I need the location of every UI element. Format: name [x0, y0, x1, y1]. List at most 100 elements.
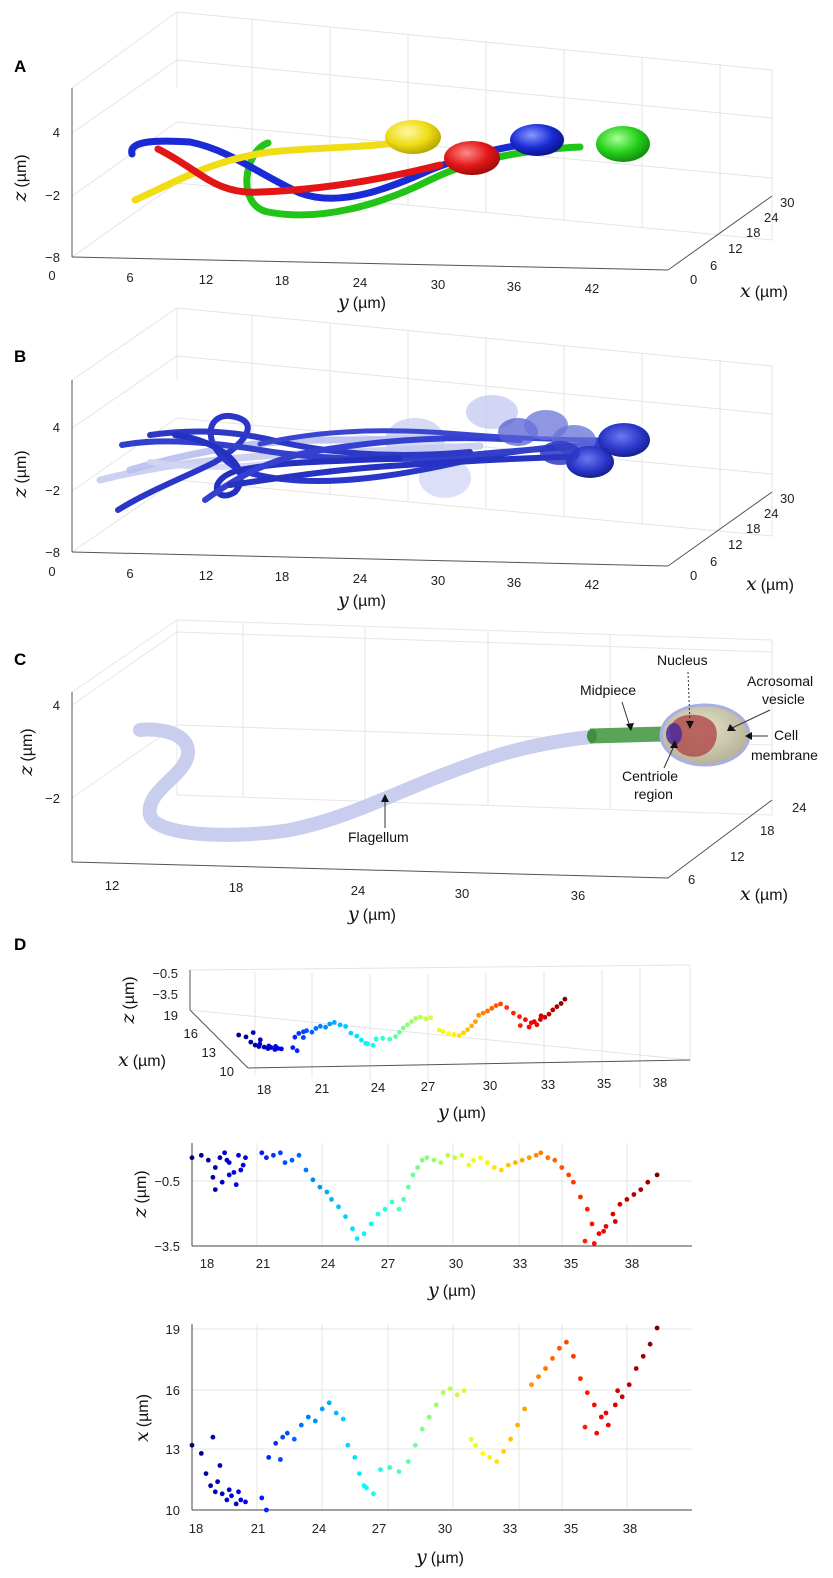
scatter-point — [512, 1160, 518, 1165]
scatter-point — [426, 1414, 432, 1420]
scatter-point — [323, 1024, 328, 1030]
scatter-point — [348, 1030, 354, 1036]
scatter-point — [257, 1041, 263, 1047]
scatter-point — [250, 1030, 256, 1035]
scatter-point — [393, 1034, 398, 1039]
scatter-point — [591, 1402, 597, 1408]
scatter-point — [291, 1436, 297, 1442]
y-tick: 38 — [625, 1256, 639, 1271]
scatter-point — [303, 1167, 309, 1173]
z-axis-label: z(µm) — [129, 1170, 151, 1218]
scatter-point — [473, 1019, 478, 1024]
scatter-point — [545, 1155, 551, 1161]
blue-head — [510, 124, 564, 156]
y-axis-label: y (µm) — [437, 1101, 486, 1123]
scatter-point — [189, 1155, 195, 1161]
scatter-point — [566, 1172, 572, 1178]
scatter-point — [493, 1003, 499, 1008]
scatter-point — [447, 1386, 453, 1392]
scatter-point — [387, 1036, 393, 1042]
scatter-point — [461, 1388, 467, 1394]
scatter-point — [345, 1442, 351, 1448]
scatter-point — [309, 1029, 315, 1035]
scatter-point — [571, 1179, 576, 1185]
scatter-point — [487, 1455, 493, 1460]
y-tick: 21 — [256, 1256, 270, 1271]
scatter-point — [343, 1214, 348, 1219]
x-tick: 30 — [780, 195, 794, 210]
z-tick: −3.5 — [154, 1239, 180, 1254]
y-tick: 24 — [353, 571, 367, 586]
scatter-point — [264, 1507, 269, 1513]
scatter-point — [631, 1192, 637, 1197]
scatter-point — [219, 1179, 225, 1185]
y-tick: 12 — [105, 878, 119, 893]
scatter-point — [233, 1501, 239, 1507]
y-tick: 27 — [381, 1256, 395, 1271]
y-tick: 21 — [251, 1521, 265, 1536]
y-axis-label: y (µm) — [337, 589, 386, 611]
panel-b: B 4 −2 −8 — [9, 307, 794, 611]
y-axis-label: y (µm) — [337, 291, 386, 313]
scatter-point — [582, 1424, 588, 1430]
y-tick: 12 — [199, 568, 213, 583]
z-tick: −8 — [45, 250, 60, 265]
scatter-point — [290, 1045, 296, 1050]
acrosomal-label: Acrosomal — [747, 673, 813, 689]
scatter-point — [505, 1162, 511, 1168]
scatter-point — [498, 1167, 504, 1173]
scatter-point — [522, 1406, 527, 1412]
scatter-point — [546, 1011, 552, 1017]
panel-letter: A — [14, 57, 26, 76]
scatter-point — [471, 1157, 476, 1163]
yellow-flagellum — [131, 139, 399, 204]
y-tick: 33 — [541, 1077, 555, 1092]
y-tick: 35 — [564, 1521, 578, 1536]
panel-c-grid — [71, 619, 773, 816]
scatter-point — [529, 1382, 534, 1388]
scatter-point — [397, 1029, 402, 1035]
y-tick: 18 — [189, 1521, 203, 1536]
scatter-point — [469, 1023, 474, 1029]
scatter-point — [476, 1012, 482, 1018]
scatter-point — [289, 1157, 295, 1163]
scatter-point — [436, 1027, 442, 1033]
y-tick: 18 — [275, 273, 289, 288]
scatter-point — [284, 1430, 290, 1436]
x-axis-label: x(µm) — [746, 573, 794, 595]
x-tick: 30 — [780, 491, 794, 506]
scatter-point — [423, 1016, 429, 1022]
scatter-point — [368, 1221, 374, 1227]
scatter-point — [266, 1455, 272, 1460]
scatter-point — [243, 1155, 248, 1161]
scatter-point — [266, 1043, 272, 1049]
scatter-point — [248, 1039, 254, 1045]
scatter-point — [226, 1487, 232, 1493]
x-tick: 10 — [220, 1064, 234, 1079]
scatter-point — [594, 1430, 600, 1436]
y-tick: 42 — [585, 281, 599, 296]
scatter-point — [326, 1400, 332, 1406]
x-tick: 16 — [184, 1026, 198, 1041]
y-tick: 18 — [229, 880, 243, 895]
midpiece — [589, 726, 664, 744]
scatter-point — [224, 1157, 230, 1163]
y-tick: 0 — [48, 564, 55, 579]
scatter-point — [538, 1150, 544, 1156]
scatter-point — [198, 1152, 204, 1158]
scatter-point — [473, 1442, 479, 1448]
x-tick: 19 — [164, 1008, 178, 1023]
scatter-point — [504, 1005, 510, 1010]
scatter-point — [446, 1031, 451, 1036]
y-tick: 24 — [353, 275, 367, 290]
scatter-point — [354, 1236, 360, 1241]
scatter-point — [517, 1014, 522, 1020]
scatter-point — [310, 1177, 316, 1183]
panel-a-axis-labels: z(µm) y (µm) x (µm) — [9, 154, 788, 313]
scatter-point — [219, 1491, 225, 1497]
z-tick: −2 — [45, 483, 60, 498]
scatter-point — [208, 1483, 214, 1489]
scatter-point — [238, 1167, 244, 1173]
scatter-point — [222, 1150, 228, 1156]
scatter-point — [304, 1028, 309, 1034]
